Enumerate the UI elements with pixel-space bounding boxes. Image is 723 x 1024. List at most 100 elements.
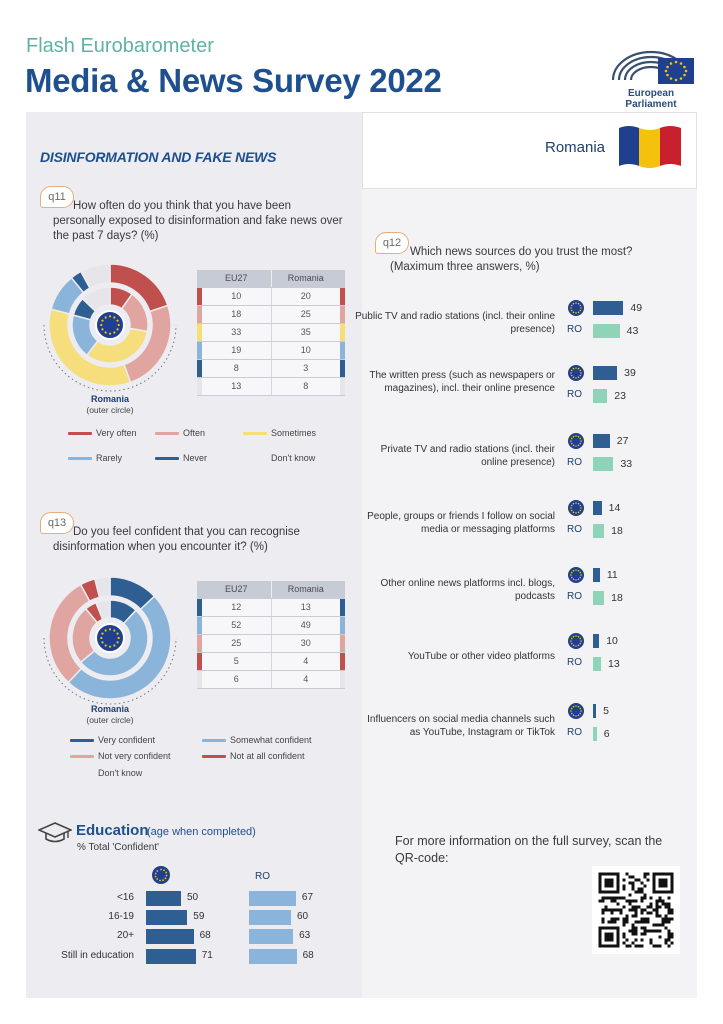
row-color-marker [197,670,202,689]
q13-dotted-arc [43,637,177,705]
legend-swatch [155,431,179,435]
source-label: Other online news platforms incl. blogs,… [380,578,555,602]
page-title: Media & News Survey 2022 [25,62,442,99]
eu-star [108,315,112,318]
legend-label: Often [183,428,206,438]
country-name: Romania [545,139,606,156]
logo-text: European Parliament [625,88,677,110]
eu-star [113,644,116,647]
source-label: Public TV and radio stations (incl. thei… [355,311,555,335]
education-ro-bar [249,891,296,906]
q13-eu-value: 6 [202,670,271,689]
row-color-marker [340,634,345,653]
education-ro-value: 63 [299,930,311,941]
legend-swatch [243,457,267,460]
eu-star [117,636,120,640]
q13-header-eu: EU27 [202,581,271,599]
eu-star [108,628,112,631]
q11-ro-value: 10 [270,341,340,360]
qr-code[interactable] [592,866,680,954]
q13-eu-slice-1 [79,609,149,677]
q11-eu-value: 18 [202,305,271,324]
q12-badge: q12 [375,232,409,254]
row-color-marker [340,359,345,378]
q11-legend-item: Very often [68,428,137,438]
q11-legend-item: Rarely [68,453,122,463]
legend-swatch [68,456,92,460]
source-label: People, groups or friends I follow on so… [367,511,555,535]
education-title: Education [76,822,149,839]
q11-eu-slice-5 [81,286,111,313]
q13-ro-value: 4 [270,670,340,689]
european-parliament-logo [611,50,694,84]
q11-eu-value: 33 [202,323,271,342]
eu-star [104,629,107,632]
header-subtitle: Flash Eurobarometer [26,35,214,57]
eu-center-icon [95,623,125,653]
q11-table-row: 10 20 [197,287,345,306]
source-eu-bar [593,704,597,718]
education-eu-value: 68 [199,930,211,941]
q11-eu-value: 8 [202,359,271,378]
eu-star [104,316,107,319]
q13-donut-caption: Romania (outer circle) [86,704,134,725]
ro-label: RO [567,389,582,400]
q11-donut-chart [48,263,172,387]
eu-star [101,319,104,322]
q13-table-row: 25 30 [197,634,345,653]
source-eu-bar [593,568,600,582]
q13-question: Do you feel confident that you can recog… [53,526,300,553]
q11-ro-value: 35 [270,323,340,342]
source-ro-bar [593,727,597,741]
education-ro-bar [249,949,297,964]
source-ro-value: 43 [626,325,639,337]
q13-donut-chart [48,576,172,700]
source-ro-bar [593,457,614,471]
education-ro-bar [249,929,294,944]
row-color-marker [197,359,202,378]
ro-label: RO [567,457,582,468]
q11-ro-value: 25 [270,305,340,324]
source-eu-value: 11 [606,569,618,581]
q13-legend-item: Very confident [70,735,155,745]
education-note: % Total 'Confident' [77,842,160,853]
legend-label: Somewhat confident [230,735,312,745]
q11-badge: q11 [40,186,74,208]
eu-flag-icon [568,500,584,516]
education-ro-value: 68 [302,950,314,961]
eu-center-icon [95,310,125,340]
education-ro-value: 60 [297,911,309,922]
source-ro-bar [593,324,620,338]
eu-flag-icon [568,433,584,449]
section-title: DISINFORMATION AND FAKE NEWS [40,149,277,165]
row-color-marker [197,616,202,635]
q13-ro-value: 13 [270,598,340,617]
q11-donut-caption: Romania (outer circle) [86,394,134,415]
eu-star [108,332,112,335]
row-color-marker [197,377,202,396]
q13-eu-value: 25 [202,634,271,653]
q13-table-row: 52 49 [197,616,345,635]
q13-table: EU27 Romania 12 13 52 49 25 30 5 4 6 4 [197,581,345,689]
education-row-label: 16-19 [108,911,134,922]
info-text: For more information on the full survey,… [395,834,663,865]
q11-legend-item: Never [155,453,207,463]
row-color-marker [340,377,345,396]
row-color-marker [340,598,345,617]
row-color-marker [197,323,202,342]
eu-star [113,331,116,334]
source-eu-value: 49 [630,302,643,314]
legend-label: Never [183,453,208,463]
source-eu-bar [593,301,624,315]
education-eu-value: 59 [193,911,205,922]
eu-star [116,328,119,331]
education-ro-label: RO [255,871,270,882]
q11-legend-item: Sometimes [243,428,316,438]
q11-question: How often do you think that you have bee… [53,200,343,242]
eu-star [116,632,119,635]
q13-table-row: 12 13 [197,598,345,617]
legend-swatch [155,456,179,460]
